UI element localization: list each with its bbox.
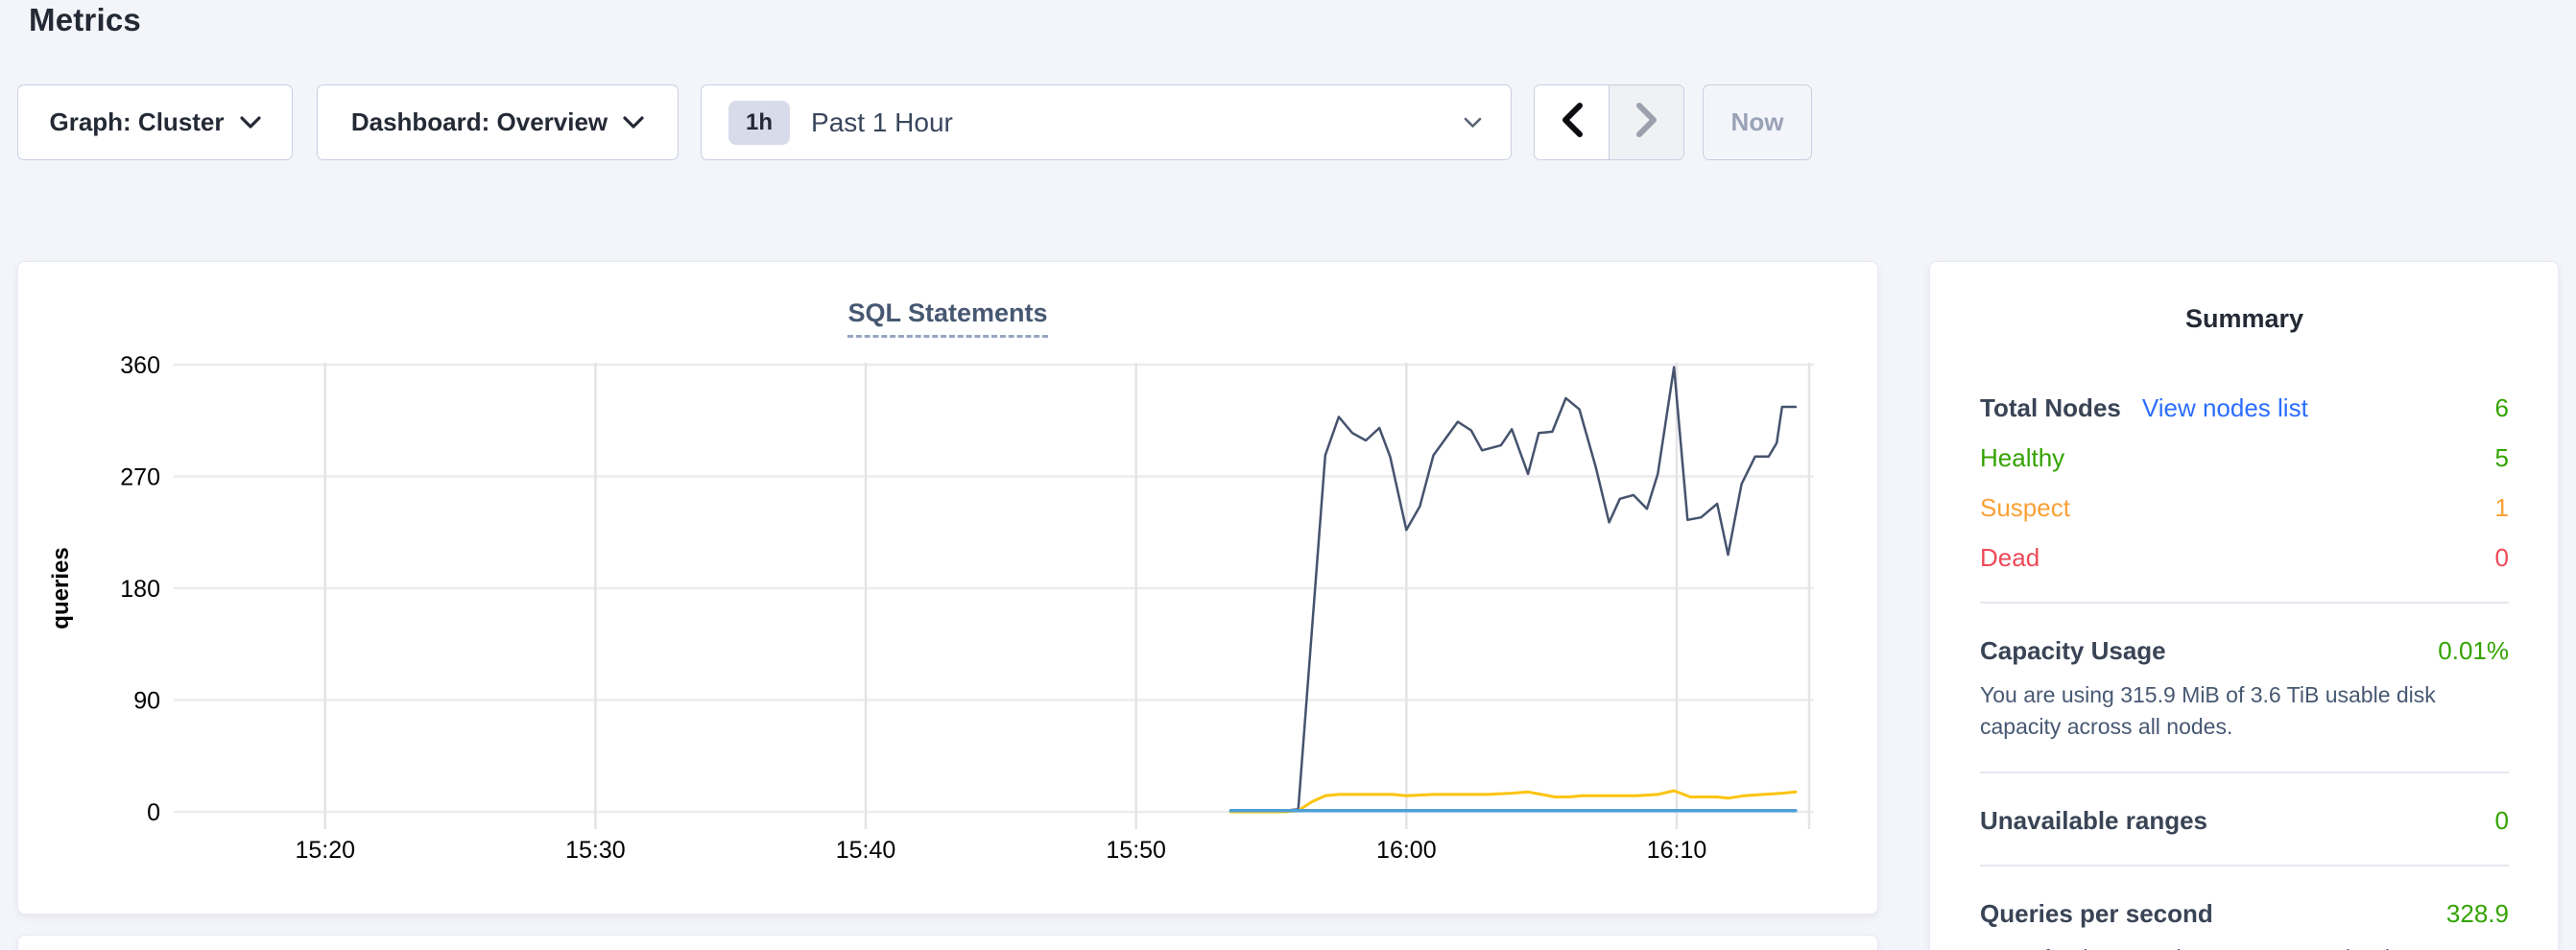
capacity-usage-description: You are using 315.9 MiB of 3.6 TiB usabl…	[1980, 682, 2436, 739]
svg-text:15:40: 15:40	[836, 837, 896, 864]
dashboard-dropdown[interactable]: Dashboard: Overview	[317, 84, 679, 160]
summary-title: Summary	[2184, 304, 2304, 333]
total-nodes-label: Total Nodes	[1980, 393, 2121, 422]
node-status-value: 5	[2494, 443, 2509, 472]
node-status-label: Dead	[1980, 543, 2040, 572]
node-status-rows: Healthy 5 Suspect 1 Dead 0	[1980, 443, 2509, 573]
now-button-label: Now	[1730, 107, 1784, 136]
node-status-row: Suspect 1	[1980, 493, 2509, 523]
unavailable-ranges-section: Unavailable ranges 0	[1980, 806, 2509, 836]
svg-text:15:20: 15:20	[295, 837, 355, 864]
total-nodes-value: 6	[2494, 393, 2509, 422]
sql-statements-chart-card: SQL Statements 0 90 180 270 360 15:20 15:30 15:…	[17, 261, 1878, 914]
queries-per-second-value: 328.9	[2445, 899, 2509, 928]
queries-per-second-label: Queries per second	[1980, 899, 2213, 928]
time-range-label: Past 1 Hour	[811, 107, 953, 137]
now-button[interactable]: Now	[1703, 84, 1812, 160]
graph-dropdown[interactable]: Graph: Cluster	[17, 84, 293, 160]
node-status-row: Dead 0	[1980, 543, 2509, 573]
previous-time-button[interactable]	[1535, 85, 1610, 159]
view-nodes-list-link[interactable]: View nodes list	[2141, 393, 2308, 422]
svg-text:16:00: 16:00	[1376, 837, 1437, 864]
node-status-label: Healthy	[1980, 443, 2065, 472]
node-status-value: 1	[2494, 493, 2509, 522]
chevron-down-icon	[623, 115, 644, 130]
time-range-selector[interactable]: 1h Past 1 Hour	[701, 84, 1512, 160]
capacity-usage-label: Capacity Usage	[1980, 636, 2166, 665]
unavailable-ranges-value: 0	[2494, 806, 2509, 835]
queries-per-second-section: Queries per second 328.9 Sum of Selects,…	[1980, 899, 2509, 950]
svg-text:16:10: 16:10	[1647, 837, 1707, 864]
capacity-section: Capacity Usage 0.01% You are using 315.9…	[1980, 636, 2509, 743]
chevron-left-icon	[1561, 103, 1584, 142]
queries-per-second-description: Sum of Selects, Updates, Inserts, and De…	[1980, 942, 2509, 950]
unavailable-ranges-label: Unavailable ranges	[1980, 806, 2207, 835]
svg-text:360: 360	[120, 352, 160, 379]
node-status-label: Suspect	[1980, 493, 2070, 522]
divider	[1980, 602, 2509, 604]
summary-panel: Summary Total Nodes View nodes list 6 He…	[1929, 261, 2559, 950]
time-step-button-group	[1534, 84, 1684, 160]
page-title: Metrics	[29, 2, 141, 37]
svg-text:15:50: 15:50	[1106, 837, 1166, 864]
capacity-usage-value: 0.01%	[2438, 636, 2509, 665]
time-range-badge: 1h	[728, 100, 791, 145]
chart-title[interactable]: SQL Statements	[847, 298, 1048, 338]
divider	[1980, 865, 2509, 867]
svg-text:180: 180	[120, 576, 160, 603]
divider	[1980, 772, 2509, 773]
next-chart-card-partial	[17, 935, 1878, 950]
svg-text:270: 270	[120, 464, 160, 491]
svg-text:90: 90	[133, 688, 160, 715]
next-time-button[interactable]	[1610, 85, 1683, 159]
svg-text:queries: queries	[48, 547, 74, 629]
sql-statements-chart: 0 90 180 270 360 15:20 15:30 15:40 15:50 16:00 16:…	[48, 352, 1814, 864]
svg-text:0: 0	[147, 799, 160, 826]
dashboard-dropdown-label: Dashboard: Overview	[350, 107, 608, 136]
svg-text:15:30: 15:30	[565, 837, 626, 864]
node-status-row: Healthy 5	[1980, 443, 2509, 473]
chevron-right-icon	[1635, 103, 1658, 142]
total-nodes-row: Total Nodes View nodes list 6	[1980, 393, 2509, 423]
graph-dropdown-label: Graph: Cluster	[49, 107, 225, 136]
chevron-down-icon	[239, 115, 261, 130]
chevron-down-icon	[1464, 117, 1482, 129]
node-status-value: 0	[2494, 543, 2509, 572]
